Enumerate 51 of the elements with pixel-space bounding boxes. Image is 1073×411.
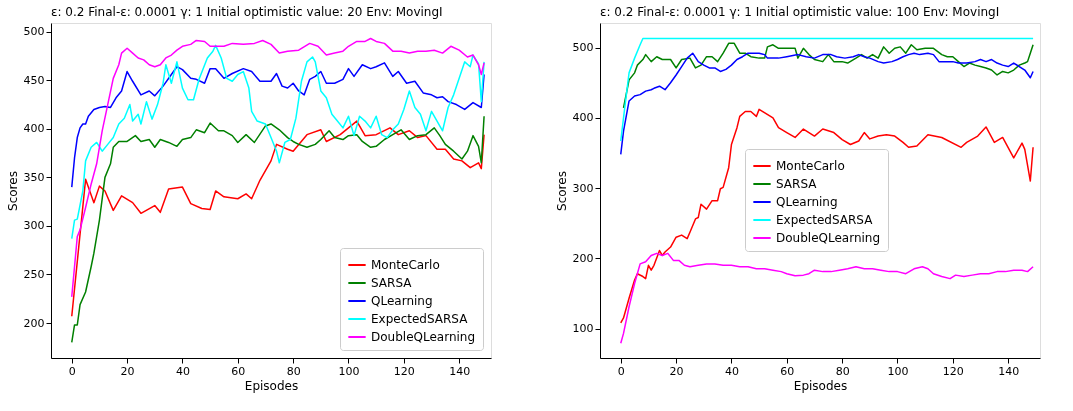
legend-label: DoubleQLearning xyxy=(371,330,476,344)
line-series xyxy=(620,37,1034,142)
legend-label: SARSA xyxy=(371,276,413,290)
y-tick-label: 400 xyxy=(572,111,594,125)
legend-label: DoubleQLearning xyxy=(776,231,881,245)
x-tick-label: 20 xyxy=(120,364,135,378)
y-axis-title: Scores xyxy=(554,171,569,211)
x-axis-title: Episodes xyxy=(793,378,848,393)
legend-label: ExpectedSARSA xyxy=(371,312,469,326)
legend-label: QLearning xyxy=(371,294,433,308)
chart-title: ε: 0.2 Final-ε: 0.0001 γ: 1 Initial optimistic value: 100 Env: MovingI xyxy=(600,5,1000,19)
y-tick-label: 300 xyxy=(572,181,594,195)
legend-label: SARSA xyxy=(776,177,818,191)
x-tick-label: 120 xyxy=(942,364,964,378)
y-tick-label: 350 xyxy=(23,170,45,184)
x-tick-label: 40 xyxy=(724,364,739,378)
y-tick-label: 500 xyxy=(23,25,45,39)
x-tick-label: 140 xyxy=(449,364,471,378)
chart-title: ε: 0.2 Final-ε: 0.0001 γ: 1 Initial optimistic value: 20 Env: MovingI xyxy=(51,5,443,19)
x-tick-label: 140 xyxy=(998,364,1020,378)
legend-label: MonteCarlo xyxy=(776,159,845,173)
legend-label: ExpectedSARSA xyxy=(776,213,874,227)
x-tick-label: 100 xyxy=(338,364,360,378)
y-tick-label: 300 xyxy=(23,219,45,233)
x-tick-label: 20 xyxy=(669,364,684,378)
legend-label: MonteCarlo xyxy=(371,258,440,272)
x-tick-label: 0 xyxy=(68,364,76,378)
x-tick-label: 80 xyxy=(835,364,850,378)
x-tick-label: 60 xyxy=(780,364,795,378)
x-tick-label: 60 xyxy=(231,364,246,378)
x-tick-label: 80 xyxy=(286,364,301,378)
y-tick-label: 450 xyxy=(23,73,45,87)
y-tick-label: 100 xyxy=(572,322,594,335)
line-series xyxy=(71,62,485,188)
line-series xyxy=(622,42,1034,109)
line-series xyxy=(71,44,485,240)
y-tick-label: 400 xyxy=(23,122,45,136)
y-axis-title: Scores xyxy=(5,171,20,211)
y-tick-label: 200 xyxy=(572,251,594,265)
legend-label: QLearning xyxy=(776,195,838,209)
x-tick-label: 0 xyxy=(617,364,625,378)
x-tick-label: 100 xyxy=(887,364,909,378)
line-series xyxy=(620,52,1034,156)
y-tick-label: 500 xyxy=(572,41,594,55)
y-tick-label: 200 xyxy=(23,316,45,330)
x-axis-title: Episodes xyxy=(244,378,299,393)
line-series xyxy=(620,252,1034,344)
x-tick-label: 40 xyxy=(175,364,190,378)
x-tick-label: 120 xyxy=(393,364,415,378)
line-series xyxy=(620,108,1034,324)
y-tick-label: 250 xyxy=(23,267,45,281)
